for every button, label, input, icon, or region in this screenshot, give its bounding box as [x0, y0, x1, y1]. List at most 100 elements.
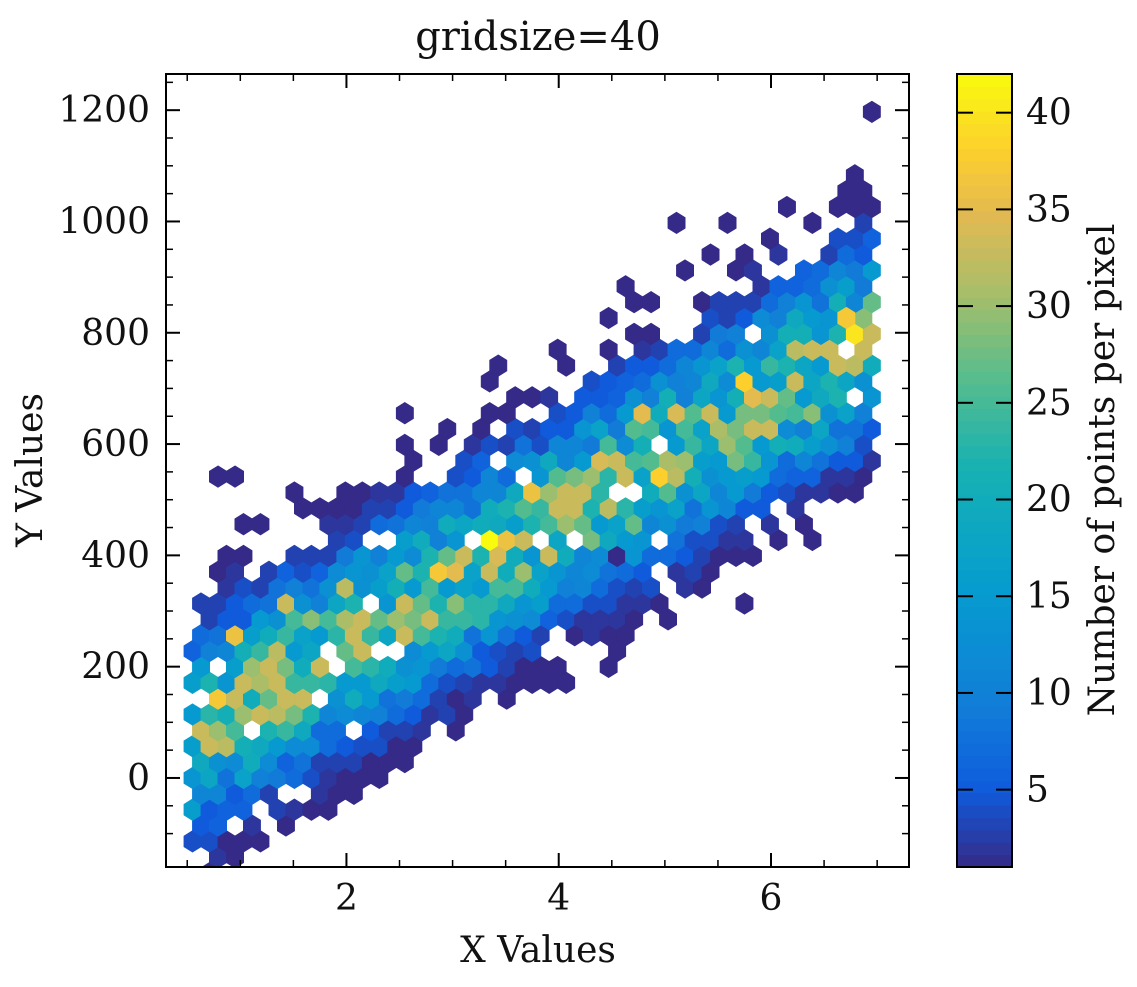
colorbar-segment: [957, 321, 1012, 335]
colorbar-segment: [957, 135, 1012, 149]
colorbar-segment: [957, 173, 1012, 187]
hexbin-cell: [616, 275, 635, 298]
colorbar-segment: [957, 544, 1012, 558]
colorbar-segment: [957, 780, 1012, 794]
colorbar-tick-label: 5: [1026, 770, 1049, 811]
colorbar-tick-label: 15: [1026, 576, 1072, 617]
hexbin-cell: [862, 100, 881, 123]
colorbar-segment: [957, 111, 1012, 125]
colorbar-segment: [957, 693, 1012, 707]
colorbar-label: Number of points per pixel: [1082, 224, 1123, 717]
colorbar-segment: [957, 86, 1012, 100]
colorbar-segment: [957, 854, 1012, 868]
colorbar-segment: [957, 557, 1012, 571]
hexbin-cell: [226, 465, 244, 488]
colorbar-segment: [957, 358, 1012, 372]
colorbar-segment: [957, 829, 1012, 843]
colorbar-segment: [957, 433, 1012, 447]
colorbar-segment: [957, 445, 1012, 459]
colorbar-segment: [957, 247, 1012, 261]
colorbar-tick-label: 25: [1026, 383, 1072, 424]
colorbar-tick-label: 10: [1026, 673, 1072, 714]
colorbar-frame: [956, 73, 1013, 868]
hexbin-cell: [557, 671, 576, 694]
hexbin-cell: [548, 338, 567, 361]
hexbin-cell: [642, 291, 661, 314]
hexbin-cell: [344, 782, 363, 805]
colorbar-segment: [957, 272, 1012, 286]
x-axis-label: X Values: [460, 930, 616, 971]
hexbin-cell: [718, 211, 737, 234]
chart-title: gridsize=40: [415, 14, 661, 60]
colorbar-segment: [957, 805, 1012, 819]
hexbin-cell: [201, 861, 218, 867]
hexbin-cell: [803, 211, 822, 234]
colorbar-segment: [957, 520, 1012, 534]
colorbar-segment: [957, 235, 1012, 249]
colorbar-segment: [957, 408, 1012, 422]
hexbin-cell: [701, 243, 720, 266]
x-tick-label: 4: [547, 878, 570, 919]
y-tick-label: 600: [81, 424, 150, 465]
colorbar: 5 10 15 20 25 30 35 40: [956, 73, 1072, 868]
hexbin-cell: [540, 386, 559, 409]
colorbar-segment: [957, 309, 1012, 323]
colorbar-segment: [957, 495, 1012, 509]
colorbar-segment: [957, 74, 1012, 87]
y-tick-label: 1200: [58, 90, 150, 131]
colorbar-segment: [957, 284, 1012, 298]
colorbar-segment: [957, 371, 1012, 385]
colorbar-segment: [957, 619, 1012, 633]
colorbar-segment: [957, 507, 1012, 521]
colorbar-segment: [957, 631, 1012, 645]
colorbar-segment: [957, 730, 1012, 744]
colorbar-segment: [957, 148, 1012, 162]
colorbar-tick-label: 20: [1026, 480, 1072, 521]
hexbin-cell: [735, 592, 754, 615]
x-tick-label: 6: [760, 878, 783, 919]
colorbar-segment: [957, 569, 1012, 583]
colorbar-segment: [957, 383, 1012, 397]
hexbin-cell: [676, 259, 695, 282]
colorbar-segment: [957, 197, 1012, 211]
hexbin-cell: [777, 195, 796, 219]
colorbar-segment: [957, 346, 1012, 360]
x-tick-label: 2: [335, 878, 358, 919]
hexbin-cell: [395, 433, 414, 457]
hexbin-cell: [251, 513, 270, 536]
y-axis: 0 200 400 600 800 1000 1200: [58, 81, 909, 835]
colorbar-segment: [957, 718, 1012, 732]
colorbar-segment: [957, 681, 1012, 695]
colorbar-segment: [957, 594, 1012, 608]
hexbin-cells: [183, 100, 881, 867]
hexbin-cell: [667, 211, 686, 234]
colorbar-tick-label: 30: [1026, 286, 1072, 327]
colorbar-segment: [957, 185, 1012, 199]
y-tick-label: 1000: [58, 201, 150, 242]
colorbar-segment: [957, 458, 1012, 472]
colorbar-tick-label: 35: [1026, 189, 1072, 230]
colorbar-segment: [957, 656, 1012, 670]
hexbin-cell: [285, 481, 304, 504]
hexbin-cell: [735, 243, 754, 266]
y-axis-label: Y Values: [10, 393, 51, 548]
colorbar-segment: [957, 792, 1012, 806]
colorbar-segment: [957, 123, 1012, 137]
plot-frame: [165, 73, 910, 868]
colorbar-segment: [957, 668, 1012, 682]
colorbar-segment: [957, 210, 1012, 224]
hexbin-cell: [616, 624, 635, 647]
y-tick-label: 0: [127, 758, 150, 799]
colorbar-segment: [957, 160, 1012, 174]
colorbar-segment: [957, 767, 1012, 781]
hexbin-cell: [642, 322, 661, 346]
colorbar-segment: [957, 470, 1012, 484]
hexbin-cell: [760, 227, 779, 250]
hexbin-cell: [599, 306, 618, 330]
colorbar-segment: [957, 334, 1012, 348]
colorbar-segment: [957, 532, 1012, 546]
colorbar-segment: [957, 643, 1012, 657]
hexbin-cell: [234, 544, 253, 568]
